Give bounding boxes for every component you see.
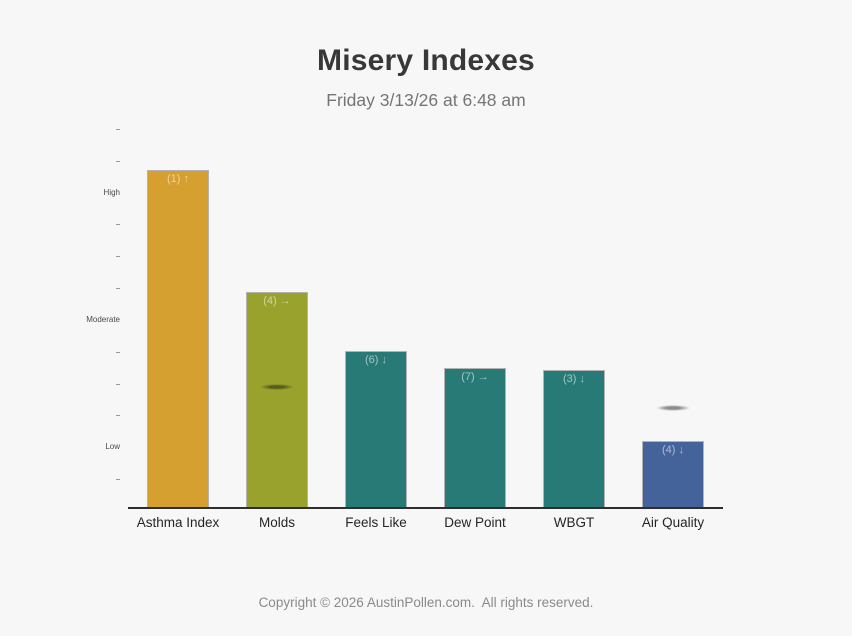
y-axis-tick [116, 351, 120, 353]
y-axis-label-high: High [103, 187, 120, 197]
y-axis-tick [116, 479, 120, 481]
y-axis-tick [116, 160, 120, 162]
bar-value-label-asthma-index: (1) ↑ [167, 172, 189, 185]
bar-molds: (4) → [246, 292, 308, 508]
y-axis-tick [116, 256, 120, 258]
bar-feels-like: (6) ↓ [345, 350, 407, 508]
bar-value-label-dew-point: (7) → [461, 371, 489, 384]
bar-value-label-feels-like: (6) ↓ [365, 353, 387, 366]
y-axis-tick [116, 129, 120, 130]
y-axis-tick [116, 224, 120, 226]
bar-value-label-molds: (4) → [263, 295, 291, 308]
bar-value-label-air-quality: (4) ↓ [662, 443, 684, 456]
bar-air-quality: (4) ↓ [642, 440, 704, 508]
bar-dew-point: (7) → [444, 368, 506, 508]
y-axis-label-moderate: Moderate [86, 314, 120, 324]
x-axis-label-molds: Molds [258, 515, 295, 530]
bar-asthma-index: (1) ↑ [147, 169, 209, 508]
y-axis-tick [116, 288, 120, 290]
y-axis-label-low: Low [105, 442, 120, 452]
chart-title: Misery Indexes [317, 44, 535, 77]
x-axis-label-air-quality: Air Quality [641, 515, 705, 530]
x-axis-label-feels-like: Feels Like [345, 515, 407, 530]
x-axis-label-dew-point: Dew Point [444, 515, 506, 530]
y-axis-tick [116, 415, 120, 417]
chart-subtitle: Friday 3/13/26 at 6:48 am [326, 90, 526, 110]
x-axis-label-wbgt: WBGT [553, 515, 595, 530]
previous-value-marker-molds [260, 384, 294, 391]
bar-wbgt: (3) ↓ [543, 369, 605, 508]
copyright-text: Copyright © 2026 AustinPollen.com. All r… [258, 595, 594, 610]
x-axis-line [128, 507, 723, 509]
y-axis-tick [116, 383, 120, 385]
x-axis-label-asthma-index: Asthma Index [136, 515, 220, 530]
bar-value-label-wbgt: (3) ↓ [563, 372, 585, 385]
previous-value-marker-air-quality [656, 405, 690, 412]
